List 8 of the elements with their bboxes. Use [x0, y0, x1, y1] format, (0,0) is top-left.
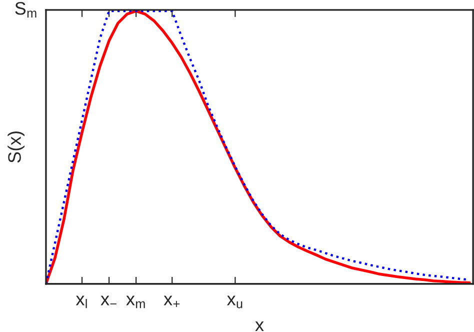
- x-axis-title: x: [255, 321, 264, 331]
- x-tick-label: x$_{+}$: [164, 296, 180, 307]
- y-axis-title: S(x): [8, 131, 24, 163]
- x-tick-label: x$_{−}$: [100, 296, 116, 306]
- text: S$_{m}$: [15, 2, 36, 18]
- x-tick-label: x$_{l}$: [76, 296, 87, 308]
- x-tick-label: x$_{u}$: [226, 296, 242, 308]
- x-tick-label: x$_{m}$: [126, 296, 145, 308]
